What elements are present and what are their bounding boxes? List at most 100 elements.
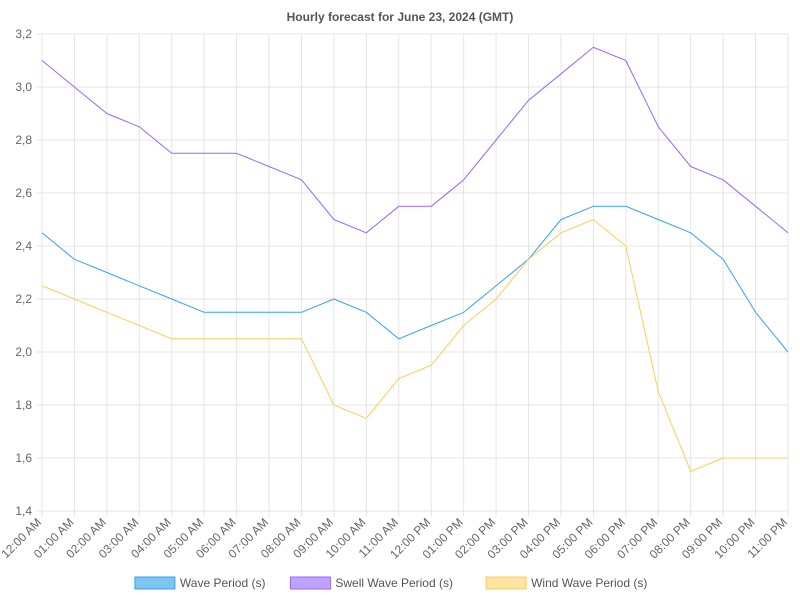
data-point[interactable]: [461, 323, 467, 329]
data-point[interactable]: [590, 203, 596, 209]
y-tick-label: 2,2: [15, 292, 32, 306]
data-point[interactable]: [169, 150, 175, 156]
data-point[interactable]: [298, 336, 304, 342]
data-point[interactable]: [558, 71, 564, 77]
data-point[interactable]: [428, 203, 434, 209]
data-point[interactable]: [169, 336, 175, 342]
data-point[interactable]: [558, 217, 564, 223]
data-point[interactable]: [266, 309, 272, 315]
data-point[interactable]: [623, 58, 629, 64]
data-point[interactable]: [39, 58, 45, 64]
data-point[interactable]: [201, 309, 207, 315]
data-point[interactable]: [136, 283, 142, 289]
data-point[interactable]: [753, 309, 759, 315]
legend-item[interactable]: Wind Wave Period (s): [485, 576, 647, 590]
data-point[interactable]: [39, 230, 45, 236]
y-axis: 1,4 1,6 1,8 2,0 2,2 2,4 2,6 2,8 3,0 3,2: [15, 27, 32, 518]
data-point[interactable]: [461, 309, 467, 315]
y-tick-label: 2,6: [15, 186, 32, 200]
data-point[interactable]: [71, 84, 77, 90]
y-tick-label: 3,2: [15, 27, 32, 41]
legend-swatch: [134, 576, 176, 590]
y-tick-label: 3,0: [15, 80, 32, 94]
data-point[interactable]: [753, 203, 759, 209]
data-point[interactable]: [428, 323, 434, 329]
data-point[interactable]: [655, 217, 661, 223]
data-point[interactable]: [623, 203, 629, 209]
data-point[interactable]: [201, 150, 207, 156]
data-point[interactable]: [396, 336, 402, 342]
data-point[interactable]: [720, 177, 726, 183]
data-point[interactable]: [234, 336, 240, 342]
data-point[interactable]: [266, 164, 272, 170]
data-point[interactable]: [785, 230, 791, 236]
data-point[interactable]: [753, 455, 759, 461]
data-point[interactable]: [331, 402, 337, 408]
data-point[interactable]: [623, 243, 629, 249]
data-point[interactable]: [136, 124, 142, 130]
legend-item[interactable]: Wave Period (s): [134, 576, 266, 590]
data-point[interactable]: [363, 230, 369, 236]
data-point[interactable]: [39, 283, 45, 289]
data-point[interactable]: [331, 217, 337, 223]
data-point[interactable]: [493, 137, 499, 143]
data-point[interactable]: [71, 256, 77, 262]
data-point[interactable]: [655, 389, 661, 395]
series-group: [39, 217, 791, 474]
data-point[interactable]: [461, 177, 467, 183]
data-point[interactable]: [688, 468, 694, 474]
series-line: [41, 46, 789, 234]
y-tick-label: 2,8: [15, 133, 32, 147]
data-point[interactable]: [331, 296, 337, 302]
data-point[interactable]: [590, 217, 596, 223]
data-point[interactable]: [266, 336, 272, 342]
series-group: [39, 44, 791, 236]
series-lines: [39, 44, 791, 474]
legend-item[interactable]: Swell Wave Period (s): [289, 576, 453, 590]
chart-title: Hourly forecast for June 23, 2024 (GMT): [287, 10, 514, 24]
data-point[interactable]: [526, 97, 532, 103]
y-tick-label: 1,8: [15, 398, 32, 412]
data-point[interactable]: [720, 455, 726, 461]
data-point[interactable]: [493, 296, 499, 302]
data-point[interactable]: [363, 309, 369, 315]
data-point[interactable]: [234, 150, 240, 156]
data-point[interactable]: [526, 256, 532, 262]
data-point[interactable]: [104, 111, 110, 117]
legend-swatch: [485, 576, 527, 590]
y-tick-label: 2,4: [15, 239, 32, 253]
y-tick-label: 1,6: [15, 451, 32, 465]
data-point[interactable]: [590, 44, 596, 50]
data-point[interactable]: [493, 283, 499, 289]
data-point[interactable]: [396, 203, 402, 209]
data-point[interactable]: [785, 455, 791, 461]
data-point[interactable]: [655, 124, 661, 130]
legend-swatch: [289, 576, 331, 590]
legend[interactable]: Wave Period (s) Swell Wave Period (s) Wind…: [134, 576, 647, 590]
data-point[interactable]: [688, 164, 694, 170]
data-point[interactable]: [201, 336, 207, 342]
grid-lines: [36, 33, 789, 517]
data-point[interactable]: [428, 362, 434, 368]
data-point[interactable]: [104, 309, 110, 315]
data-point[interactable]: [558, 230, 564, 236]
data-point[interactable]: [298, 177, 304, 183]
series-line: [41, 219, 788, 472]
data-point[interactable]: [720, 256, 726, 262]
data-point[interactable]: [234, 309, 240, 315]
data-point[interactable]: [396, 376, 402, 382]
data-point[interactable]: [363, 415, 369, 421]
data-point[interactable]: [688, 230, 694, 236]
data-point[interactable]: [298, 309, 304, 315]
data-point[interactable]: [136, 323, 142, 329]
data-point[interactable]: [169, 296, 175, 302]
data-point[interactable]: [104, 270, 110, 276]
data-point[interactable]: [785, 349, 791, 355]
data-point[interactable]: [71, 296, 77, 302]
legend-label: Swell Wave Period (s): [335, 576, 453, 590]
legend-label: Wind Wave Period (s): [531, 576, 647, 590]
series-group: [39, 203, 791, 355]
